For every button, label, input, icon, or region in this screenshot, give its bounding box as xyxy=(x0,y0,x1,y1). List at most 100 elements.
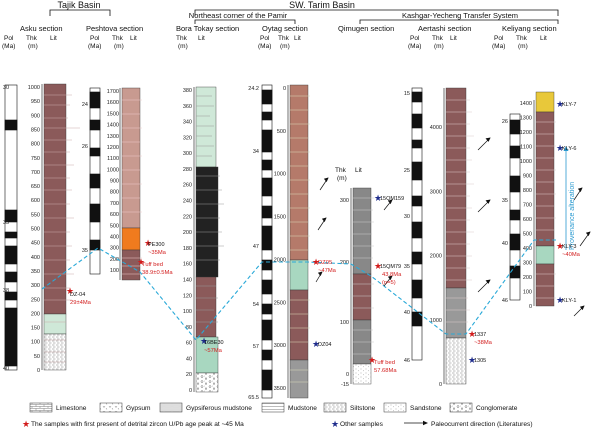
tick-asku_pol-1: 35 xyxy=(3,220,9,226)
svg-text:Thk: Thk xyxy=(432,35,444,42)
tick-bora_thk-6: 260 xyxy=(183,183,192,189)
star-icon-dz04b: ★ xyxy=(312,339,320,349)
legend-gyp-mud: Gypsiferous mudstone xyxy=(186,405,252,412)
provenance-label: Provenance alteration xyxy=(569,182,576,250)
legend-gypsum: Gypsum xyxy=(126,405,151,412)
tick-asku_thk-15: 250 xyxy=(31,297,40,303)
tick-keli_thk-0: 1400 xyxy=(520,101,532,107)
tick-asku_thk-0: 1000 xyxy=(28,85,40,91)
legend-paleo: Paleocurrent direction (Literatures) xyxy=(431,421,533,428)
label-1305: 1305 xyxy=(474,358,486,364)
svg-text:(Ma): (Ma) xyxy=(88,43,101,50)
label-dz04: DZ-04 xyxy=(70,292,85,298)
tick-aert_thk-1: 3000 xyxy=(430,189,442,195)
tick-keli_thk-1: 1300 xyxy=(520,116,532,122)
svg-text:(Ma): (Ma) xyxy=(258,43,271,50)
thickness-axes xyxy=(41,84,535,398)
label-dz05: DZ05 xyxy=(318,260,332,266)
section-title-aertashi: Aertashi section xyxy=(418,24,471,33)
tick-oytag_pol-0: 24.2 xyxy=(248,86,259,92)
tick-asku_thk-17: 150 xyxy=(31,326,40,332)
tick-oytag_thk-2: 1000 xyxy=(274,172,286,178)
tick-aert_thk-2: 2000 xyxy=(430,254,442,260)
tick-pesh_thk-7: 1000 xyxy=(107,167,119,173)
star-icon-15qm79: ★ xyxy=(374,261,382,271)
svg-text:Thk: Thk xyxy=(516,35,528,42)
svg-text:(m): (m) xyxy=(434,43,444,50)
tick-oytag_thk-4: 2000 xyxy=(274,257,286,263)
label-kly7: KLY-7 xyxy=(562,102,576,108)
polarity-columns xyxy=(4,84,521,399)
tick-aert_pol-5: 46 xyxy=(404,358,410,364)
section-title-oytag: Oytag section xyxy=(262,24,308,33)
legend-swatch-conglomerate xyxy=(449,402,473,413)
tick-asku_thk-14: 300 xyxy=(31,283,40,289)
tick-pesh_thk-14: 300 xyxy=(110,246,119,252)
svg-text:Pol: Pol xyxy=(90,35,100,42)
tick-keli_pol-0: 26 xyxy=(502,119,508,125)
tick-keli_pol-2: 40 xyxy=(502,241,508,247)
section-title-bora: Bora Tokay section xyxy=(176,24,239,33)
svg-text:(m): (m) xyxy=(28,43,38,50)
tick-asku_thk-6: 700 xyxy=(31,170,40,176)
legend-conglomerate: Conglomerate xyxy=(476,405,518,412)
tick-asku_thk-13: 350 xyxy=(31,269,40,275)
tick-oytag_pol-5: 65.5 xyxy=(248,395,259,401)
star-icon-15qm159: ★ xyxy=(374,193,382,203)
star-icon-tuff1: ★ xyxy=(137,257,145,267)
tick-oytag_thk-1: 500 xyxy=(277,129,286,135)
star-icon-kly6: ★ xyxy=(556,143,564,153)
tick-keli_thk-5: 900 xyxy=(523,174,532,180)
label-15qm79-age: 43.8Ma xyxy=(382,272,402,278)
tick-aert_thk-4: 0 xyxy=(439,382,442,388)
tick-oytag_thk-7: 3500 xyxy=(274,386,286,392)
tick-keli_thk-2: 1200 xyxy=(520,130,532,136)
tick-bora_thk-18: 20 xyxy=(186,372,192,378)
legend-blue-star: Other samples xyxy=(340,421,384,428)
tick-asku_pol-2: 38 xyxy=(3,288,9,294)
svg-text:Lit: Lit xyxy=(355,167,362,174)
correlation-line xyxy=(41,239,556,341)
lithology-qimugen xyxy=(352,187,374,385)
star-icon-pe300: ★ xyxy=(144,238,152,248)
tick-aert_pol-2: 30 xyxy=(404,214,410,220)
legend-siltstone: Siltstone xyxy=(350,405,376,412)
tick-pesh_thk-6: 1100 xyxy=(107,156,119,162)
tick-oytag_thk-0: 0 xyxy=(283,86,286,92)
tick-keli_thk-3: 1100 xyxy=(520,145,532,151)
svg-text:Pol: Pol xyxy=(494,35,504,42)
lithology-keliyang xyxy=(535,91,556,307)
tick-asku_thk-10: 500 xyxy=(31,227,40,233)
tick-pesh_thk-16: 100 xyxy=(110,268,119,274)
lithology-bora xyxy=(195,86,224,393)
tick-asku_pol-3: 40 xyxy=(3,366,9,372)
star-icon-dz04: ★ xyxy=(66,286,74,296)
label-15qm79: 15QM79 xyxy=(380,264,401,270)
label-kly3: KLY-3 xyxy=(562,244,576,250)
tick-bora_thk-16: 60 xyxy=(186,341,192,347)
svg-text:(m): (m) xyxy=(114,43,124,50)
lithology-aertashi xyxy=(445,87,474,385)
legend-swatch-siltstone xyxy=(323,402,347,413)
tick-keli_thk-13: 100 xyxy=(523,290,532,296)
tick-qim_thk-3: 0 xyxy=(346,372,349,378)
tick-oytag_pol-1: 34 xyxy=(253,149,259,155)
tick-pesh_thk-0: 1700 xyxy=(107,89,119,95)
legend-limestone: Limestone xyxy=(56,405,87,412)
tick-keli_thk-12: 200 xyxy=(523,275,532,281)
svg-text:(m): (m) xyxy=(518,43,528,50)
tick-aert_pol-4: 40 xyxy=(404,310,410,316)
star-icon-tuff2: ★ xyxy=(368,355,376,365)
tick-keli_thk-9: 500 xyxy=(523,232,532,238)
tick-asku_thk-9: 550 xyxy=(31,212,40,218)
tick-bora_thk-9: 200 xyxy=(183,230,192,236)
svg-text:Thk: Thk xyxy=(112,35,124,42)
tick-aert_pol-1: 25 xyxy=(404,168,410,174)
svg-text:Lit: Lit xyxy=(50,35,57,42)
tick-bora_thk-10: 180 xyxy=(183,246,192,252)
tick-bora_thk-14: 100 xyxy=(183,309,192,315)
svg-text:Thk: Thk xyxy=(26,35,38,42)
legend-swatch-sandstone xyxy=(383,402,407,413)
label-1337-age: ~38Ma xyxy=(474,340,493,346)
label-15qm79-n: (n=5) xyxy=(382,280,396,286)
